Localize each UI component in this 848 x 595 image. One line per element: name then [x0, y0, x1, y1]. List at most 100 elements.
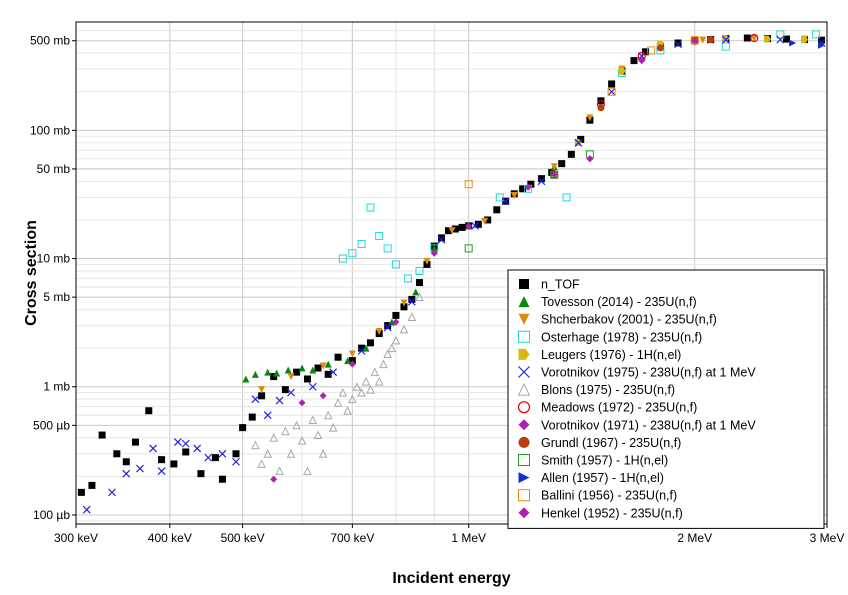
data-point — [251, 440, 260, 450]
data-point — [292, 420, 301, 430]
legend-label: Vorotnikov (1971) - 238U(n,f) at 1 MeV — [541, 418, 756, 432]
data-point — [232, 457, 240, 466]
data-point — [818, 36, 826, 44]
data-point — [281, 426, 290, 436]
data-point — [691, 37, 699, 45]
data-point — [193, 444, 202, 453]
data-point — [348, 357, 356, 365]
data-point — [264, 368, 272, 376]
data-point — [366, 384, 375, 394]
data-point — [415, 279, 423, 287]
data-point — [707, 36, 715, 44]
data-point — [82, 505, 91, 514]
data-point — [122, 469, 131, 478]
data-point — [211, 454, 219, 462]
data-point — [352, 382, 362, 391]
data-point — [800, 36, 808, 44]
data-point — [122, 458, 130, 466]
legend-label: Smith (1957) - 1H(n,el) — [541, 454, 668, 468]
legend-label: Ballini (1956) - 235U(n,f) — [541, 489, 677, 503]
data-point — [242, 375, 250, 383]
data-point — [524, 183, 532, 191]
data-point — [362, 344, 370, 352]
series-13 — [550, 155, 594, 179]
data-point — [550, 171, 558, 179]
data-point — [392, 311, 400, 319]
data-point — [88, 481, 96, 489]
legend-label: Henkel (1952) - 235U(n,f) — [541, 506, 683, 520]
data-point — [348, 249, 357, 258]
data-point — [348, 394, 357, 404]
data-point — [437, 235, 446, 244]
data-point — [430, 249, 438, 257]
x-axis-title: Incident energy — [392, 570, 510, 587]
legend-label: Shcherbakov (2001) - 235U(n,f) — [541, 313, 717, 327]
data-point — [558, 160, 566, 168]
legend-marker — [518, 436, 530, 448]
legend-marker — [518, 472, 530, 484]
y-axis-title: Cross section — [23, 220, 40, 326]
data-point — [647, 46, 656, 55]
data-point — [298, 364, 306, 372]
data-point — [537, 177, 546, 186]
data-point — [319, 392, 327, 400]
legend-label: n_TOF — [541, 278, 580, 292]
data-point — [286, 449, 296, 458]
legend-marker — [518, 296, 530, 308]
data-point — [145, 407, 153, 415]
data-point — [783, 35, 791, 43]
data-point — [674, 39, 682, 47]
data-point — [721, 42, 730, 51]
data-point — [618, 67, 626, 75]
data-point — [510, 192, 518, 200]
data-point — [232, 450, 240, 458]
x-tick-label: 400 keV — [148, 531, 192, 545]
data-point — [303, 466, 312, 476]
data-point — [287, 388, 295, 397]
data-point — [323, 410, 333, 420]
data-point — [258, 392, 266, 400]
x-tick-label: 1 MeV — [451, 531, 486, 545]
legend-marker — [518, 366, 530, 378]
legend-marker — [518, 313, 530, 325]
data-point — [448, 227, 456, 235]
data-point — [430, 244, 438, 252]
data-point — [607, 87, 616, 96]
data-point — [131, 438, 139, 446]
data-point — [158, 456, 166, 464]
series-5 — [82, 35, 826, 514]
legend-marker — [517, 382, 531, 396]
data-point — [309, 366, 317, 374]
data-point — [464, 180, 473, 189]
data-point — [407, 297, 416, 306]
data-point — [136, 464, 144, 473]
data-point — [501, 197, 510, 206]
data-point — [375, 231, 384, 240]
data-point — [400, 299, 408, 307]
data-point — [366, 339, 374, 347]
data-point — [567, 150, 575, 158]
data-point — [607, 87, 616, 96]
data-point — [77, 488, 85, 496]
data-point — [407, 312, 417, 321]
data-point — [334, 353, 342, 361]
data-point — [608, 80, 616, 88]
data-point — [597, 104, 605, 112]
data-point — [388, 318, 396, 326]
data-point — [465, 222, 473, 230]
data-point — [458, 223, 466, 231]
data-point — [391, 335, 401, 345]
data-point — [379, 359, 388, 369]
data-point — [408, 295, 416, 303]
data-point — [263, 411, 272, 420]
data-point — [173, 438, 182, 447]
data-point — [403, 274, 412, 283]
data-point — [258, 386, 266, 394]
data-point — [776, 35, 785, 44]
data-point — [412, 288, 420, 296]
data-point — [656, 44, 664, 52]
data-point — [474, 220, 482, 228]
data-point — [519, 185, 527, 193]
data-point — [318, 449, 328, 458]
data-point — [484, 216, 492, 224]
